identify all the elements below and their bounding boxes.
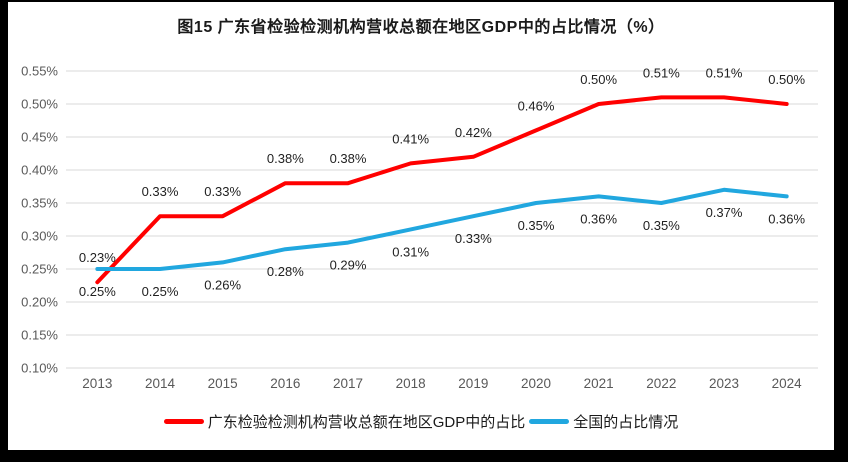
x-axis-tick-label: 2016 [270,376,300,391]
red-line-swatch-icon [163,419,204,424]
data-label: 0.36% [580,211,617,226]
legend-item-guangdong: 广东检验检测机构营收总额在地区GDP中的占比 [163,411,526,432]
data-label: 0.25% [79,284,116,299]
x-axis-tick-label: 2013 [82,376,112,391]
x-axis-tick-label: 2014 [145,376,176,391]
chart-page: 图15 广东省检验检测机构营收总额在地区GDP中的占比情况（%） 0.55% 0.… [8,2,834,450]
x-axis-tick-label: 2019 [458,376,488,391]
data-label: 0.33% [142,184,179,199]
x-axis-tick-label: 2015 [208,376,238,391]
data-label: 0.38% [267,151,304,166]
data-label: 0.28% [267,264,304,279]
y-axis-tick-label: 0.30% [21,229,58,244]
x-axis-tick-label: 2021 [584,376,614,391]
series-line-national [95,187,789,271]
data-label: 0.35% [643,218,680,233]
data-label: 0.33% [204,184,241,199]
data-label: 0.33% [455,231,492,246]
x-axis-tick-label: 2020 [521,376,551,391]
y-axis-tick-label: 0.40% [21,163,58,178]
data-label: 0.37% [706,205,743,220]
data-label: 0.51% [643,65,680,80]
data-label: 0.51% [706,65,743,80]
x-axis-tick-label: 2018 [396,376,426,391]
x-axis-tick-label: 2022 [646,376,676,391]
data-label: 0.50% [580,72,617,87]
y-axis-tick-label: 0.55% [21,64,58,79]
data-label: 0.29% [330,258,367,273]
legend-label-guangdong: 广东检验检测机构营收总额在地区GDP中的占比 [207,414,526,431]
y-axis-tick-label: 0.35% [21,196,58,211]
y-axis-tick-label: 0.50% [21,97,58,112]
blue-line-swatch-icon [529,419,570,424]
data-label: 0.36% [768,211,805,226]
chart-title: 图15 广东省检验检测机构营收总额在地区GDP中的占比情况（%） [177,19,665,36]
data-label: 0.50% [768,72,805,87]
legend-label-national: 全国的占比情况 [573,414,679,431]
data-label: 0.25% [142,284,179,299]
line-chart: 0.55% 0.50% 0.45% 0.40% 0.35% 0.30% 0.25% 0.20%… [21,64,818,391]
data-label: 0.42% [455,125,492,140]
x-axis-tick-label: 2023 [709,376,739,391]
legend-item-national: 全国的占比情况 [529,411,678,432]
series-line-guangdong [95,95,789,285]
data-label: 0.41% [392,131,429,146]
chart-legend: 广东检验检测机构营收总额在地区GDP中的占比 全国的占比情况 [8,411,834,432]
y-axis-tick-label: 0.20% [21,295,58,310]
x-axis-tick-label: 2017 [333,376,363,391]
y-axis-tick-label: 0.45% [21,130,58,145]
data-label: 0.38% [330,151,367,166]
y-axis-tick-label: 0.15% [21,328,58,343]
data-label: 0.35% [518,218,555,233]
y-axis-tick-label: 0.25% [21,262,58,277]
x-axis-tick-label: 2024 [772,376,803,391]
data-label: 0.46% [518,98,555,113]
data-label: 0.26% [204,277,241,292]
y-axis-tick-label: 0.10% [21,361,58,376]
data-label: 0.31% [392,244,429,259]
data-label: 0.23% [79,250,116,265]
